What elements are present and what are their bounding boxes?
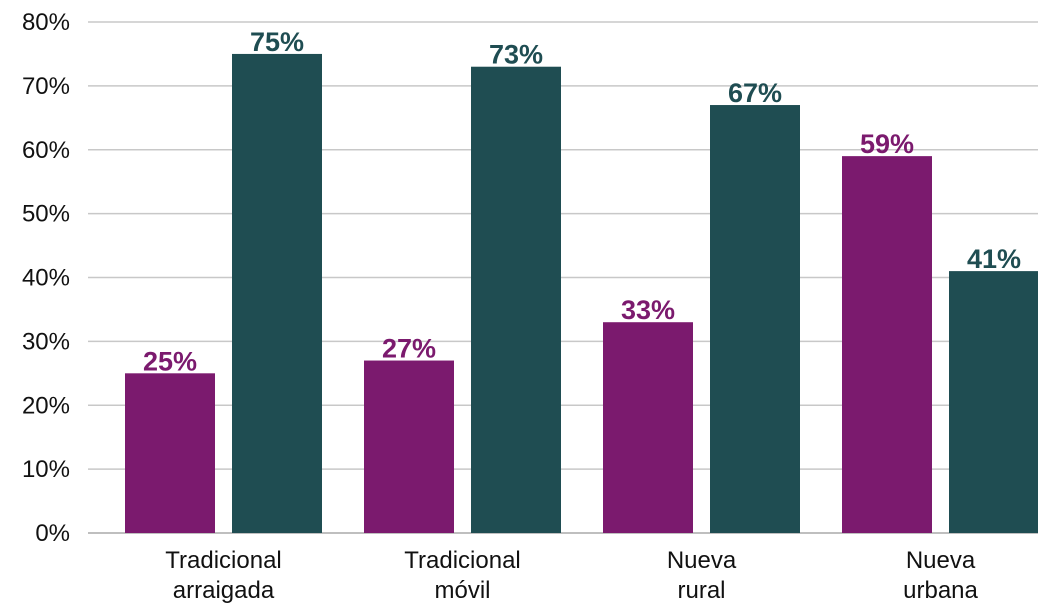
y-tick-label: 60% bbox=[22, 137, 70, 164]
data-label: 73% bbox=[489, 40, 543, 70]
data-label: 41% bbox=[967, 244, 1021, 274]
data-label: 75% bbox=[250, 27, 304, 57]
bar bbox=[125, 373, 215, 533]
bar bbox=[471, 66, 561, 534]
data-label: 67% bbox=[728, 78, 782, 108]
bar bbox=[949, 271, 1038, 533]
y-tick-label: 50% bbox=[22, 201, 70, 228]
data-label: 59% bbox=[860, 129, 914, 159]
x-category-label-line: móvil bbox=[434, 577, 490, 604]
x-category-label: Tradicional arraigada bbox=[165, 547, 282, 604]
data-label: 27% bbox=[382, 334, 436, 364]
x-category-label-line: Tradicional bbox=[165, 547, 282, 574]
y-tick-label: 30% bbox=[22, 328, 70, 355]
y-tick-label: 40% bbox=[22, 265, 70, 292]
y-tick-label: 20% bbox=[22, 392, 70, 419]
x-category-label-line: Nueva bbox=[667, 547, 737, 574]
y-tick-label: 10% bbox=[22, 456, 70, 483]
x-category-label-line: Nueva bbox=[906, 547, 976, 574]
data-label: 33% bbox=[621, 295, 675, 325]
bar bbox=[710, 105, 800, 533]
bar bbox=[364, 360, 454, 533]
x-category-label: Nueva urbana bbox=[903, 547, 978, 604]
y-tick-label: 0% bbox=[35, 520, 70, 547]
x-category-label-line: Tradicional bbox=[404, 547, 521, 574]
x-category-label-line: urbana bbox=[903, 577, 978, 604]
bar bbox=[603, 322, 693, 533]
y-tick-label: 80% bbox=[22, 9, 70, 36]
y-tick-label: 70% bbox=[22, 73, 70, 100]
bar bbox=[232, 53, 322, 533]
x-category-label: Tradicional móvil bbox=[404, 547, 521, 604]
bar bbox=[842, 156, 932, 533]
data-label: 25% bbox=[143, 346, 197, 376]
x-category-label: Nueva rural bbox=[667, 547, 737, 604]
x-category-label-line: arraigada bbox=[173, 577, 275, 604]
x-category-label-line: rural bbox=[677, 577, 725, 604]
